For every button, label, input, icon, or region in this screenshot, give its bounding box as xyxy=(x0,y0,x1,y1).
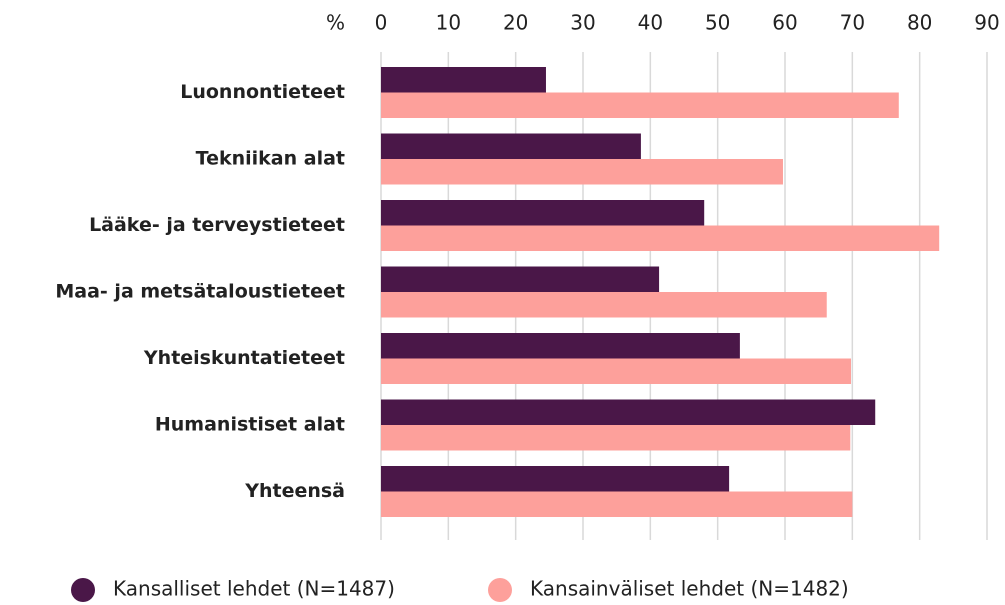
x-tick-label: 70 xyxy=(840,11,865,35)
bar xyxy=(381,358,851,384)
bar xyxy=(381,399,876,425)
bar xyxy=(381,466,730,492)
bar xyxy=(381,133,641,159)
legend-label: Kansainväliset lehdet (N=1482) xyxy=(530,577,849,601)
bar xyxy=(381,333,740,359)
category-label: Maa- ja metsätaloustieteet xyxy=(55,281,345,303)
category-label: Luonnontieteet xyxy=(180,81,345,103)
x-tick-label: 10 xyxy=(436,11,461,35)
bar xyxy=(381,491,853,517)
category-label: Yhteensä xyxy=(244,480,345,502)
x-tick-label: 20 xyxy=(503,11,528,35)
bar xyxy=(381,67,546,93)
axis-unit-label: % xyxy=(326,11,345,35)
category-label: Tekniikan alat xyxy=(196,148,345,170)
x-tick-label: 90 xyxy=(974,11,999,35)
bar xyxy=(381,200,705,226)
category-label: Lääke- ja terveystieteet xyxy=(89,214,345,236)
bar xyxy=(381,225,940,251)
bar xyxy=(381,266,660,292)
bar xyxy=(381,292,827,318)
x-tick-label: 0 xyxy=(375,11,388,35)
bar xyxy=(381,159,783,185)
x-tick-label: 50 xyxy=(705,11,730,35)
bar xyxy=(381,425,851,451)
x-tick-label: 80 xyxy=(907,11,932,35)
category-label: Humanistiset alat xyxy=(155,414,345,436)
legend-label: Kansalliset lehdet (N=1487) xyxy=(113,577,395,601)
legend-swatch xyxy=(488,578,512,602)
category-label: Yhteiskuntatieteet xyxy=(143,347,345,369)
x-tick-label: 60 xyxy=(772,11,797,35)
x-tick-label: 30 xyxy=(570,11,595,35)
bar xyxy=(381,92,899,118)
x-tick-label: 40 xyxy=(638,11,663,35)
legend-swatch xyxy=(71,578,95,602)
